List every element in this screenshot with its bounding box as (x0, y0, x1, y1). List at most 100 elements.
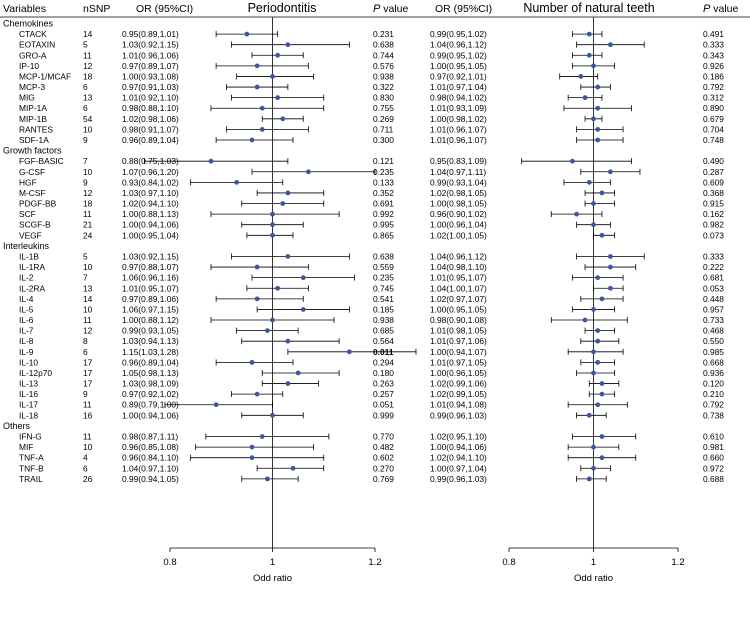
or-ci-teeth: 0.99(0.96,1.03) (430, 474, 487, 484)
variable-label: SDF-1A (19, 135, 49, 145)
p-value-teeth: 0.936 (703, 368, 724, 378)
periodontitis-point-estimate (254, 63, 260, 69)
table-row: IL-7 12 0.99(0.93,1.05) 0.685 1.01(0.98,1.05… (19, 326, 724, 336)
p-italic-right: P (703, 3, 711, 15)
periodontitis-point-estimate (270, 211, 275, 217)
table-row: IL-8 8 1.03(0.94,1.13) 0.564 1.01(0.97,1.06)… (19, 336, 724, 346)
or-ci-teeth: 1.04(0.96,1.12) (430, 40, 487, 50)
periodontitis-point-estimate (254, 264, 260, 270)
table-row: MIP-1A 6 0.98(0.88,1.10) 0.755 1.01(0.93,1.0… (19, 103, 724, 113)
periodontitis-point-estimate (295, 370, 301, 376)
or-ci-teeth: 1.04(0.96,1.12) (430, 251, 487, 261)
or-ci-teeth: 1.02(0.95,1.10) (430, 432, 487, 442)
or-ci-teeth: 1.04(1.00,1.07) (430, 283, 487, 293)
periodontitis-x-axis-label: Odd ratio (253, 573, 292, 584)
teeth-point-estimate (591, 349, 596, 355)
or-ci-periodontitis: 1.00(0.95,1.04) (122, 230, 179, 240)
table-row: IL-2RA 13 1.01(0.95,1.07) 0.745 1.04(1.00,1.… (19, 283, 724, 293)
variable-label: MIG (19, 93, 35, 103)
table-row: VEGF 24 1.00(0.95,1.04) 0.865 1.02(1.00,1.05… (19, 230, 724, 240)
teeth-point-estimate (608, 42, 613, 48)
or-ci-teeth: 1.02(1.00,1.05) (430, 230, 487, 240)
nsnp-value: 5 (83, 251, 88, 261)
variable-label: G-CSF (19, 167, 45, 177)
periodontitis-point-estimate (280, 201, 286, 206)
header-row: Variables nSNP OR (95%CI) Periodontitis … (0, 1, 750, 18)
or-ci-periodontitis: 1.05(0.98,1.13) (122, 368, 179, 378)
nsnp-value: 54 (83, 114, 93, 124)
nsnp-value: 11 (83, 209, 92, 219)
p-value-teeth: 0.550 (703, 336, 724, 346)
p-value-periodontitis: 0.322 (373, 82, 394, 92)
p-value-teeth: 0.333 (703, 40, 724, 50)
teeth-point-estimate (595, 338, 601, 344)
nsnp-value: 10 (83, 262, 93, 272)
p-value-periodontitis: 0.482 (373, 442, 394, 452)
or-ci-teeth: 1.01(0.97,1.04) (430, 82, 487, 92)
p-value-header-left: P value (373, 3, 409, 15)
variable-label: MCP-1/MCAF (19, 71, 71, 81)
p-value-teeth: 0.186 (703, 71, 724, 81)
p-value-periodontitis: 0.755 (373, 103, 394, 113)
table-row: IL-6 11 1.00(0.88,1.12) 0.938 0.98(0.90,1.08… (19, 315, 724, 325)
teeth-point-estimate (591, 465, 596, 471)
periodontitis-point-estimate (249, 455, 255, 461)
nsnp-value: 14 (83, 29, 93, 39)
teeth-point-estimate (595, 84, 601, 90)
p-value-periodontitis: 0.745 (373, 283, 394, 293)
p-value-teeth: 0.733 (703, 315, 724, 325)
p-value-periodontitis: 0.685 (373, 326, 394, 336)
variable-label: EOTAXIN (19, 40, 55, 50)
teeth-point-estimate (591, 201, 596, 206)
or-ci-periodontitis: 1.00(0.93,1.08) (122, 71, 179, 81)
nsnp-value: 11 (83, 432, 92, 442)
table-row: TNF-A 4 0.96(0.84,1.10) 0.602 1.02(0.94,1.10… (19, 453, 724, 463)
variable-label: IL-17 (19, 400, 38, 410)
variable-label: MCP-3 (19, 82, 45, 92)
nsnp-value: 10 (83, 124, 93, 134)
p-value-periodontitis: 0.352 (373, 188, 394, 198)
group-header: Interleukins (3, 241, 50, 251)
or-ci-teeth: 1.01(0.96,1.07) (430, 135, 487, 145)
p-value-teeth: 0.333 (703, 251, 724, 261)
nsnp-value: 6 (83, 463, 88, 473)
teeth-point-estimate (586, 52, 592, 58)
variable-label: TRAIL (19, 474, 43, 484)
or-ci-periodontitis: 1.07(0.96,1.20) (122, 167, 179, 177)
table-row: HGF 9 0.93(0.84,1.02) 0.133 0.99(0.93,1.04) 0… (19, 177, 724, 187)
periodontitis-point-estimate (213, 402, 219, 408)
or-ci-teeth: 1.01(0.94,1.08) (430, 400, 487, 410)
p-value-teeth: 0.957 (703, 304, 724, 314)
p-value-periodontitis: 0.711 (373, 124, 394, 134)
p-value-periodontitis: 0.564 (373, 336, 394, 346)
nsnp-value: 21 (83, 220, 93, 230)
variable-label: IL-9 (19, 347, 34, 357)
variable-label: IFN-G (19, 432, 42, 442)
or-ci-periodontitis: 0.98(0.91,1.07) (122, 124, 179, 134)
or-ci-teeth: 1.00(0.94,1.07) (430, 347, 487, 357)
teeth-point-estimate (599, 381, 605, 386)
or-ci-periodontitis: 1.03(0.94,1.13) (122, 336, 179, 346)
periodontitis-point-estimate (270, 317, 275, 323)
variable-label: IL-2RA (19, 283, 45, 293)
table-row: IL-12p70 17 1.05(0.98,1.13) 0.180 1.00(0.96,… (19, 368, 724, 378)
or-ci-periodontitis: 1.04(0.97,1.10) (122, 463, 179, 473)
nsnp-header: nSNP (83, 3, 110, 15)
p-italic-left: P (373, 3, 381, 15)
p-value-teeth: 0.448 (703, 294, 724, 304)
p-value-periodontitis: 0.830 (373, 93, 394, 103)
teeth-point-estimate (599, 296, 605, 302)
p-value-teeth: 0.748 (703, 135, 724, 145)
variable-label: SCF (19, 209, 36, 219)
table-row: MCP-1/MCAF 18 1.00(0.93,1.08) 0.938 0.97(0.9… (19, 71, 724, 81)
variable-label: IL-8 (19, 336, 34, 346)
or-ci-periodontitis: 0.99(0.94,1.05) (122, 474, 179, 484)
nsnp-value: 11 (83, 50, 92, 60)
variable-label: IL-12p70 (19, 368, 52, 378)
table-row: GRO-A 11 1.01(0.96,1.06) 0.744 0.99(0.95,1.0… (19, 50, 724, 60)
or-ci-periodontitis: 1.03(0.98,1.09) (122, 379, 179, 389)
teeth-point-estimate (591, 444, 596, 450)
table-row: IL-2 7 1.06(0.96,1.16) 0.235 1.01(0.95,1.07)… (19, 273, 724, 283)
teeth-x-axis-label: Odd ratio (574, 573, 613, 584)
p-value-teeth: 0.688 (703, 474, 724, 484)
